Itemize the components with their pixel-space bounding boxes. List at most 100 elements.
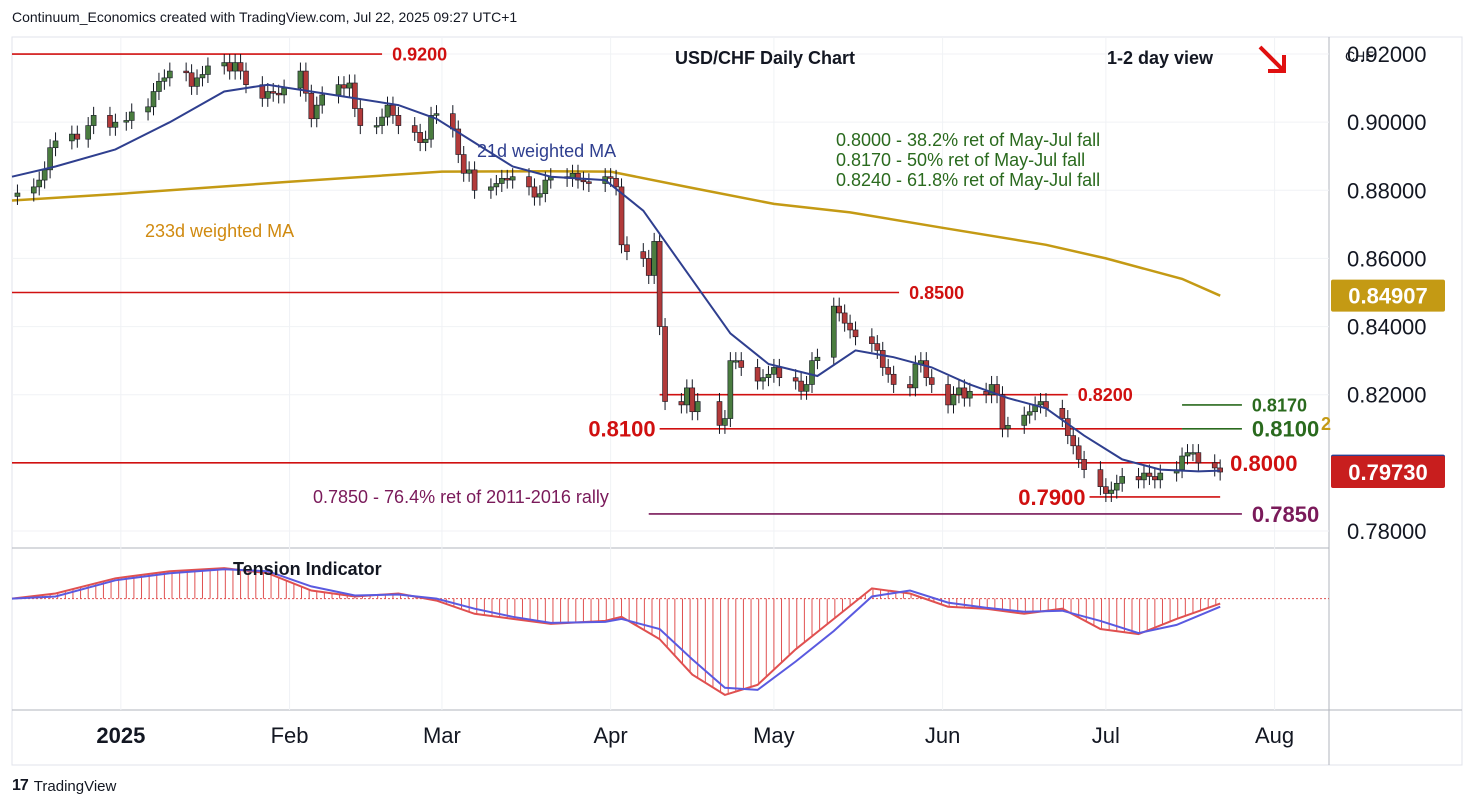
candle-body [379,116,385,126]
candle-body [30,186,37,194]
candle-body [798,380,804,392]
price-tag-box [1331,279,1445,312]
candle-body [422,138,429,143]
x-tick-label: Jun [925,723,960,748]
candle-body [199,74,206,79]
gridlines [12,37,1329,710]
candle-body [967,390,973,399]
candle-body [765,373,772,378]
annotation-618: 0.8240 - 61.8% ret of May-Jul fall [836,170,1100,190]
chart-title: USD/CHF Daily Chart [675,48,855,68]
candle-body [466,169,472,174]
ma233-path [11,169,1221,297]
candle-body [74,133,81,140]
candle-body [428,115,434,140]
candle-body [194,77,200,87]
ma233-label: 233d weighted MA [145,221,294,241]
candle-body [869,336,875,344]
ma21-line [11,83,1221,473]
candle-body [167,70,173,79]
candle-body [645,258,652,276]
candle-body [1190,452,1196,455]
y-tick-label: 0.78000 [1347,519,1427,544]
level-label: 0.8170 [1252,395,1307,415]
candle-body [450,113,456,130]
candle-body [689,387,696,413]
tension-blue-line [11,568,1221,691]
x-tick-label: Jul [1092,723,1120,748]
candle-body [613,178,619,188]
candle-body [395,115,402,126]
candle-body [85,125,91,140]
y-tick-label: 0.92000 [1347,42,1427,67]
candle-body [575,172,581,181]
candle-body [493,183,500,188]
candle-body [950,394,957,406]
candle-body [618,186,625,246]
candle-body [352,82,358,109]
candle-body [14,192,21,197]
level-label: 0.7850 [1252,502,1319,527]
candle-body [270,91,277,94]
candle-body [1103,486,1109,494]
tension-indicator-label: Tension Indicator [233,559,382,579]
price-tag-label: 0.84907 [1348,284,1428,309]
y-tick-label: 0.88000 [1347,178,1427,203]
candle-body [69,133,75,142]
candle-body [537,193,543,198]
candle-body [90,115,97,126]
candle-body [988,384,995,396]
candle-body [874,343,881,351]
candle-body [792,377,799,382]
candle-body [243,70,249,85]
x-tick-label: Aug [1255,723,1294,748]
candle-body [923,360,930,378]
x-tick-label: Mar [423,723,461,748]
candle-body [586,181,592,184]
candle-body [716,401,723,426]
candle-body [313,104,320,120]
candle-body [1070,435,1077,447]
candle-body [1113,482,1120,491]
candle-body [836,305,843,314]
candle-body [727,360,734,419]
candle-body [814,356,821,361]
candle-body [226,62,233,72]
candle-body [1026,411,1033,416]
candle-body [41,169,48,181]
candle-body [1119,476,1125,484]
candle-body [107,115,113,128]
candle-body [526,176,532,188]
candle-body [188,72,195,87]
candle-body [237,62,244,72]
candle-body [47,147,53,171]
level-label: 0.8100 [588,417,655,442]
candle-body [722,418,728,426]
candle-body [1157,472,1164,481]
annotation-382: 0.8000 - 38.2% ret of May-Jul fall [836,130,1100,150]
side-clip-label: 2 [1321,414,1331,434]
candle-body [912,363,919,389]
y-tick-label: 0.86000 [1347,246,1427,271]
candle-body [999,394,1006,430]
candle-body [417,132,423,143]
candle-body [738,360,745,368]
candle-body [156,80,162,92]
down-right-arrow-icon [1258,45,1286,73]
candle-body [754,367,761,382]
chart-frame [11,36,1463,766]
candle-body [1097,469,1104,487]
x-tick-label: Apr [594,723,628,748]
candle-body [1179,455,1185,470]
candle-body [341,84,347,89]
candle-body [662,326,668,402]
candle-body [651,241,657,276]
level-label: 0.7900 [1018,485,1085,510]
annotation-50: 0.8170 - 50% ret of May-Jul fall [836,150,1085,170]
candle-body [264,91,271,99]
candle-body [1108,489,1115,494]
candle-body [460,154,467,174]
y-tick-label: 0.90000 [1347,110,1427,135]
